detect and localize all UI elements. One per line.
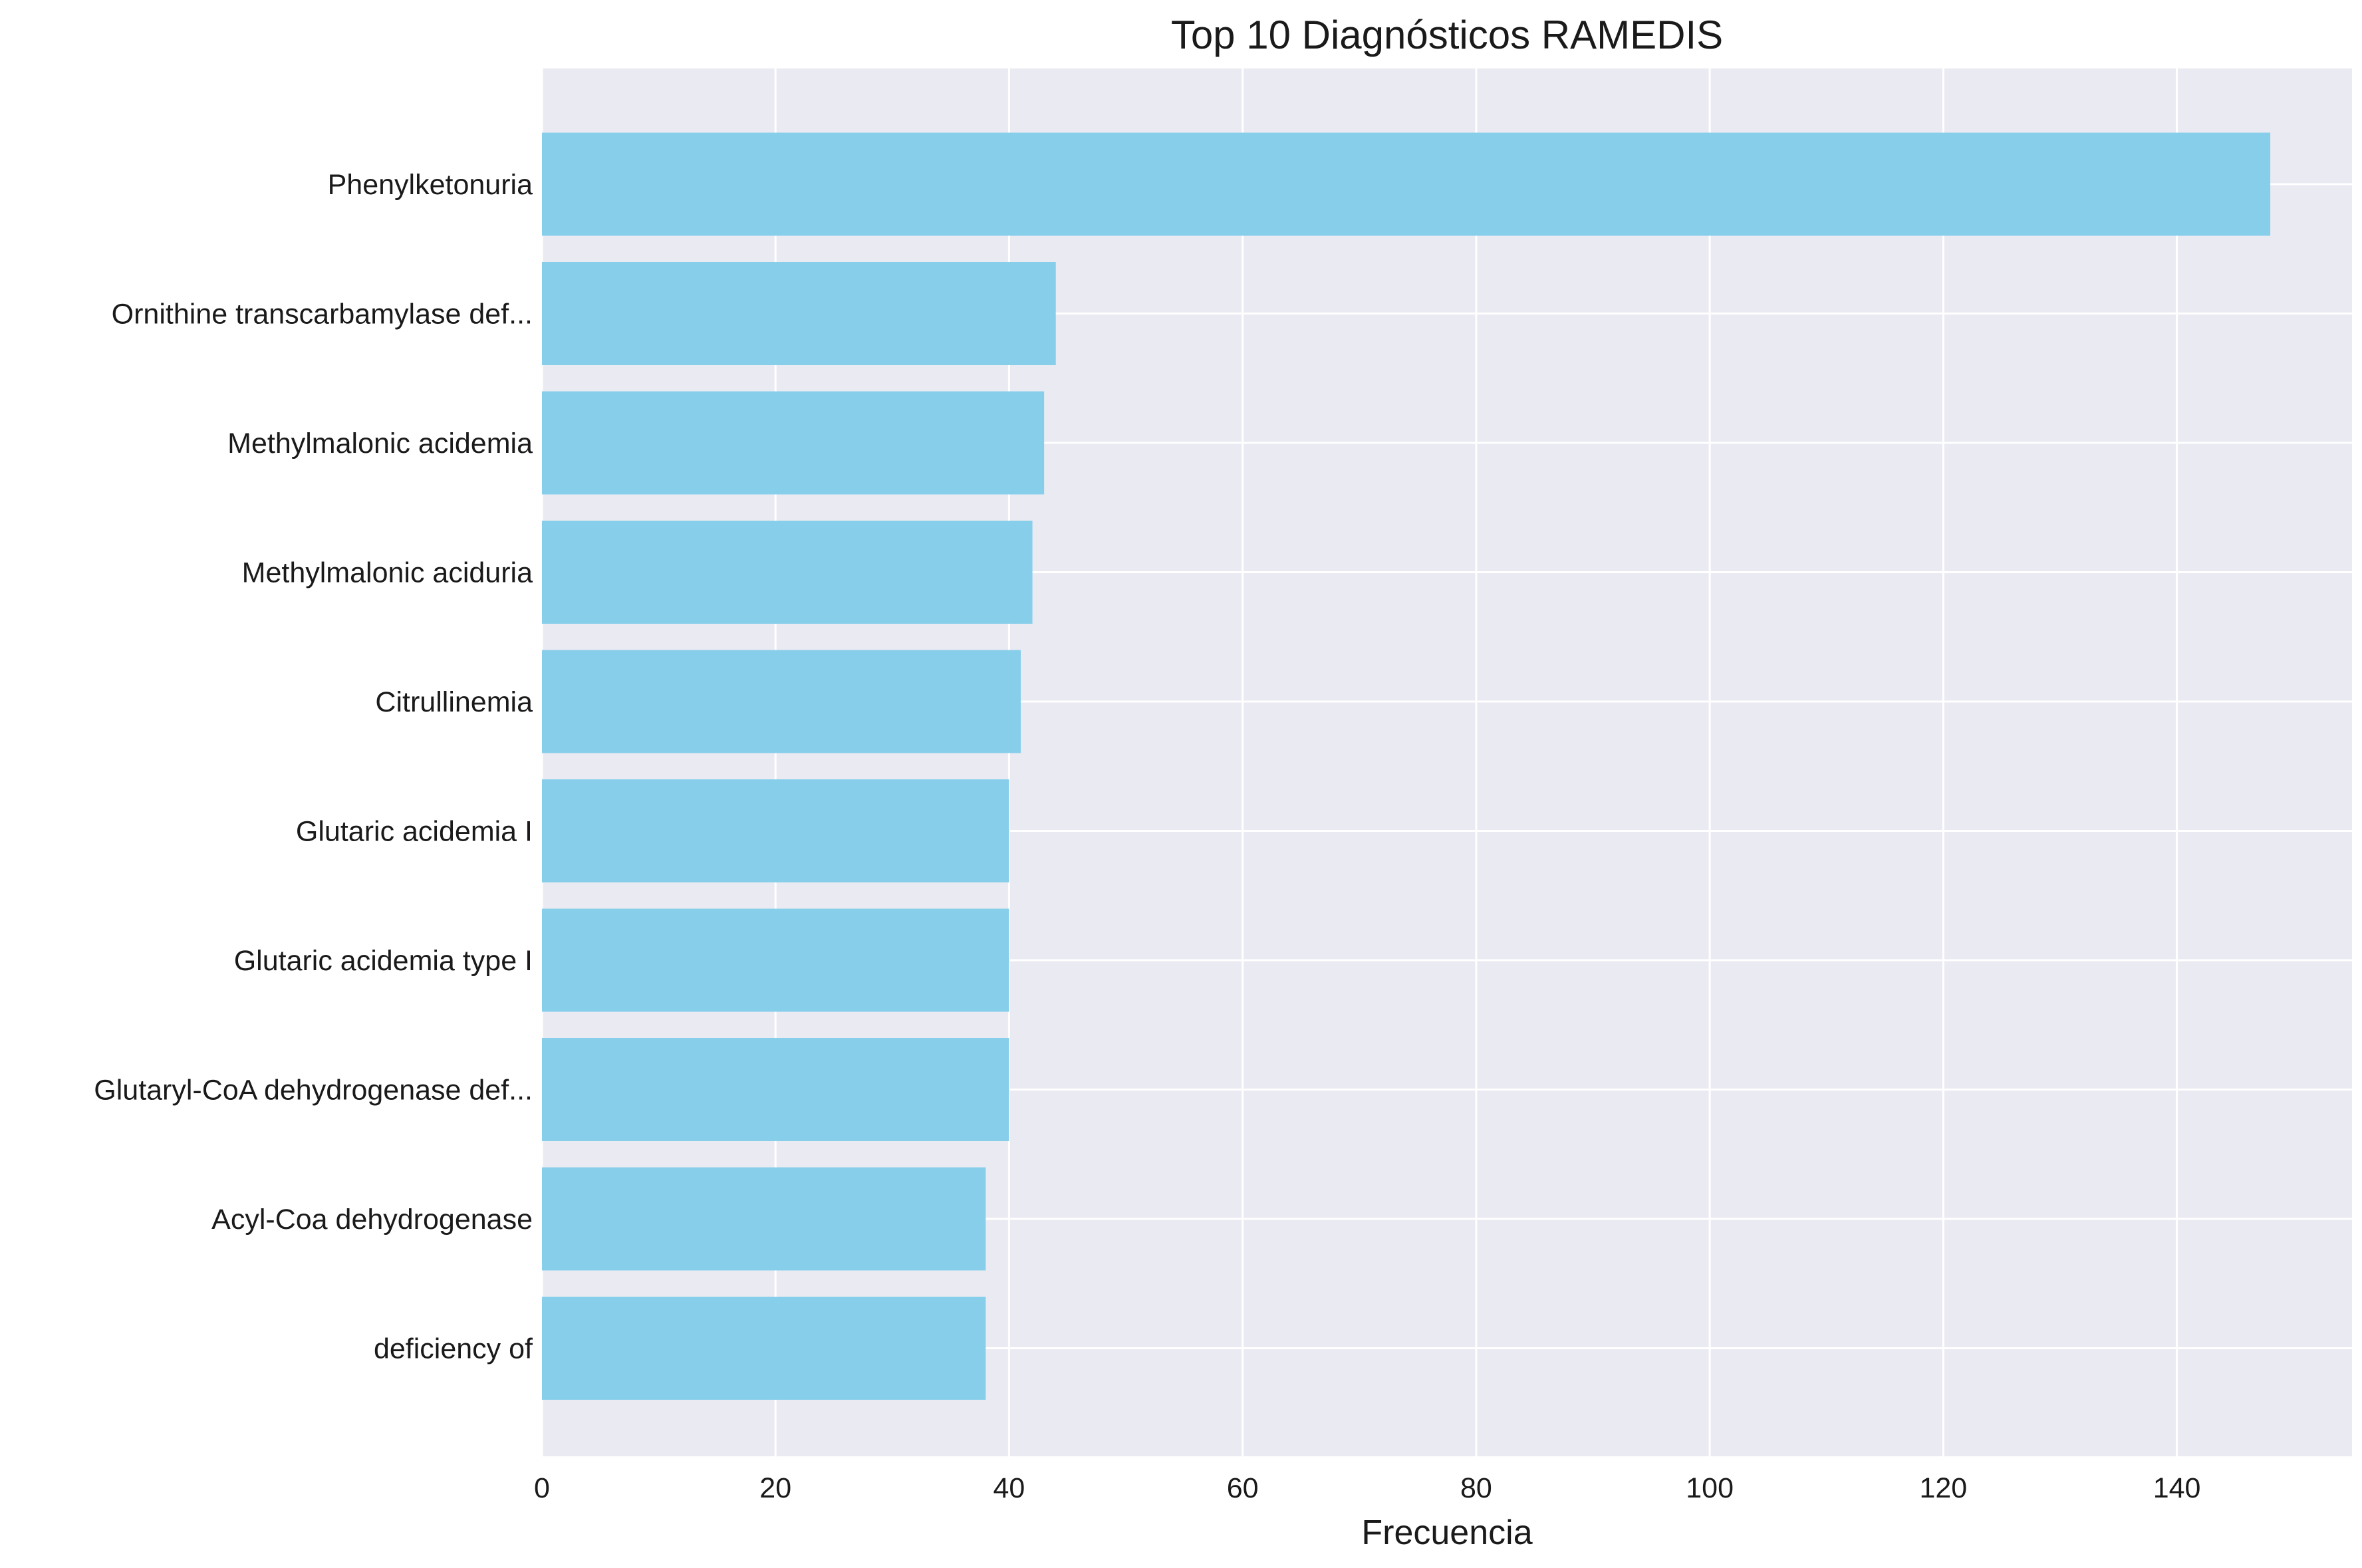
bar (542, 132, 2271, 236)
bar (542, 262, 1056, 365)
bar (542, 908, 1009, 1012)
y-tick-label: deficiency of (374, 1333, 533, 1365)
y-tick-label: Methylmalonic aciduria (242, 557, 533, 589)
y-tick-label: Citrullinemia (375, 686, 533, 718)
bar (542, 521, 1033, 624)
bars (542, 132, 2271, 1400)
x-tick-label: 120 (1919, 1472, 1967, 1504)
x-tick-label: 40 (993, 1472, 1025, 1504)
bar (542, 1167, 986, 1271)
x-tick-label: 60 (1227, 1472, 1259, 1504)
bar (542, 650, 1021, 753)
y-tick-label: Glutaryl-CoA dehydrogenase def... (94, 1075, 533, 1107)
bar (542, 779, 1009, 882)
y-tick-label: Acyl-Coa dehydrogenase (211, 1204, 533, 1236)
x-tick-label: 80 (1460, 1472, 1492, 1504)
bar (542, 391, 1045, 495)
y-tick-label: Ornithine transcarbamylase def... (112, 299, 533, 330)
bar (542, 1038, 1009, 1141)
x-tick-label: 0 (534, 1472, 550, 1504)
y-tick-label: Glutaric acidemia type I (234, 945, 533, 977)
x-axis-label: Frecuencia (1361, 1513, 1532, 1552)
x-tick-labels: 0 20 40 60 80 100 120 140 (534, 1472, 2200, 1504)
bar (542, 1297, 986, 1400)
y-tick-labels: Phenylketonuria Ornithine transcarbamylas… (94, 169, 533, 1365)
x-tick-label: 140 (2153, 1472, 2201, 1504)
x-tick-label: 20 (759, 1472, 791, 1504)
x-tick-label: 100 (1686, 1472, 1734, 1504)
y-tick-label: Glutaric acidemia I (296, 816, 533, 848)
chart-title: Top 10 Diagnósticos RAMEDIS (1171, 13, 1723, 57)
y-tick-label: Phenylketonuria (328, 169, 533, 201)
y-tick-label: Methylmalonic acidemia (227, 428, 533, 459)
